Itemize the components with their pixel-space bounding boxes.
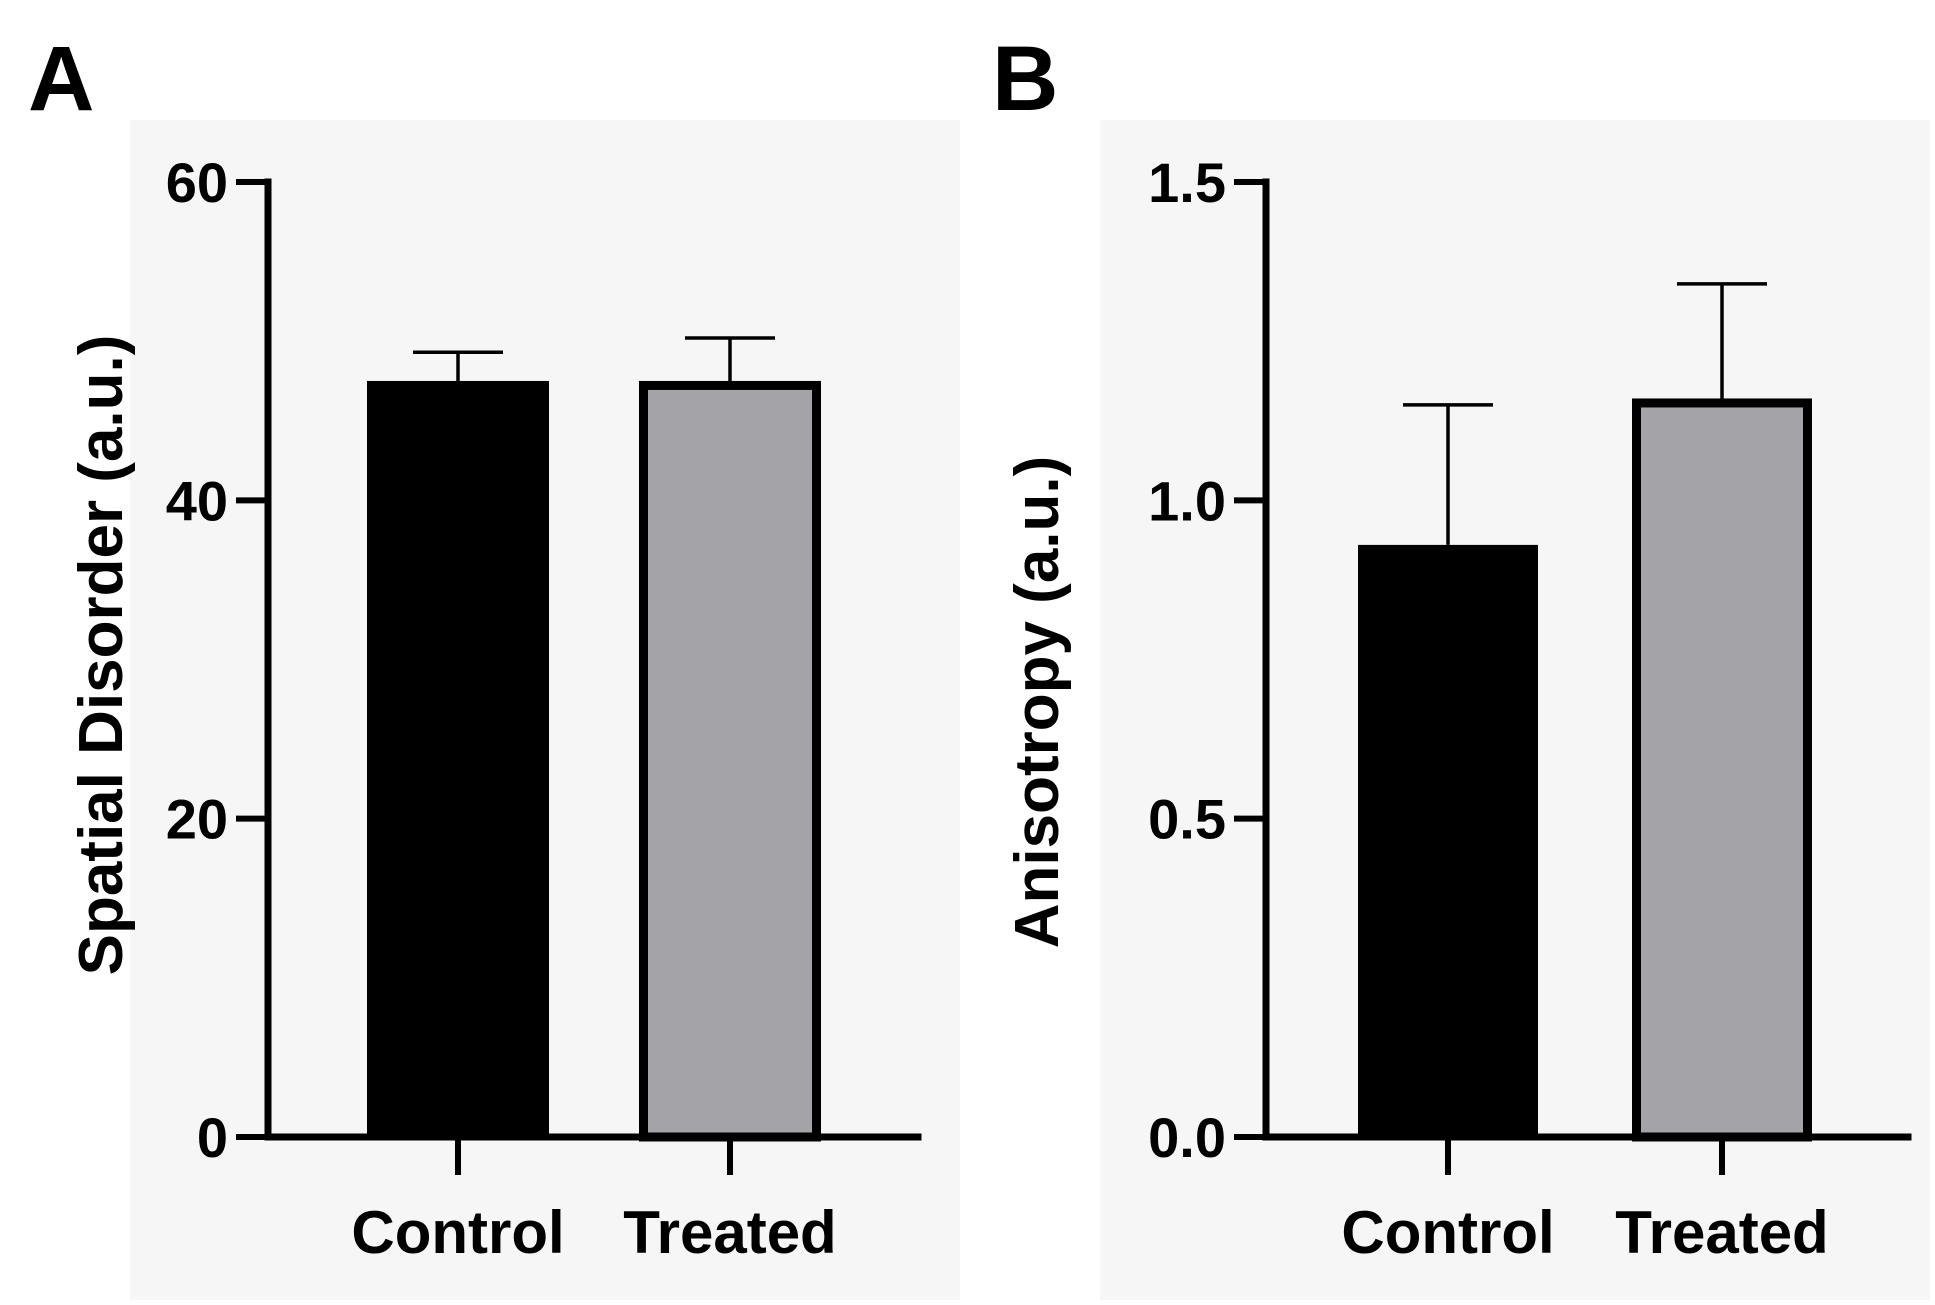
panel-b-bar-control [1358,544,1538,1137]
panel-a-letter: A [28,28,94,130]
panel-a: A Spatial Disorder (a.u.) 0 20 40 60 Contro… [28,28,960,1300]
panel-b-y-tick-label-0-0: 0.0 [1148,1106,1226,1169]
panel-b-y-tick-label-0-5: 0.5 [1148,788,1226,851]
panel-b-y-ticks: 0.0 0.5 1.0 1.5 [1148,151,1266,1169]
panel-a-bar-treated [639,380,821,1142]
panel-b-error-bars [1403,282,1767,545]
panel-b-y-tick-label-1-5: 1.5 [1148,151,1226,214]
panel-a-y-tick-label-0: 0 [197,1106,228,1169]
panel-a-y-tick-label-20: 20 [166,788,228,851]
panel-b: B Anisotropy (a.u.) 0.0 0.5 1.0 1.5 Control… [992,28,1930,1300]
panel-a-bar-control [367,380,549,1137]
panel-a-error-bars [413,336,775,381]
panel-b-x-ticks: Control Treated [1341,1137,1829,1266]
panel-a-y-axis-title: Spatial Disorder (a.u.) [67,335,136,976]
panel-a-y-ticks: 0 20 40 60 [166,151,268,1169]
panel-a-y-tick-label-60: 60 [166,151,228,214]
panel-a-category-label-control: Control [351,1199,564,1266]
panel-b-y-tick-label-1-0: 1.0 [1148,469,1226,532]
panel-a-x-ticks: Control Treated [351,1137,837,1266]
panel-b-letter: B [992,28,1058,130]
panel-b-bar-treated [1632,398,1812,1142]
panel-b-category-label-control: Control [1341,1199,1554,1266]
panel-b-category-label-treated: Treated [1615,1199,1828,1266]
panel-b-y-axis-title: Anisotropy (a.u.) [1003,456,1072,949]
panel-a-y-tick-label-40: 40 [166,469,228,532]
panel-a-category-label-treated: Treated [623,1199,836,1266]
